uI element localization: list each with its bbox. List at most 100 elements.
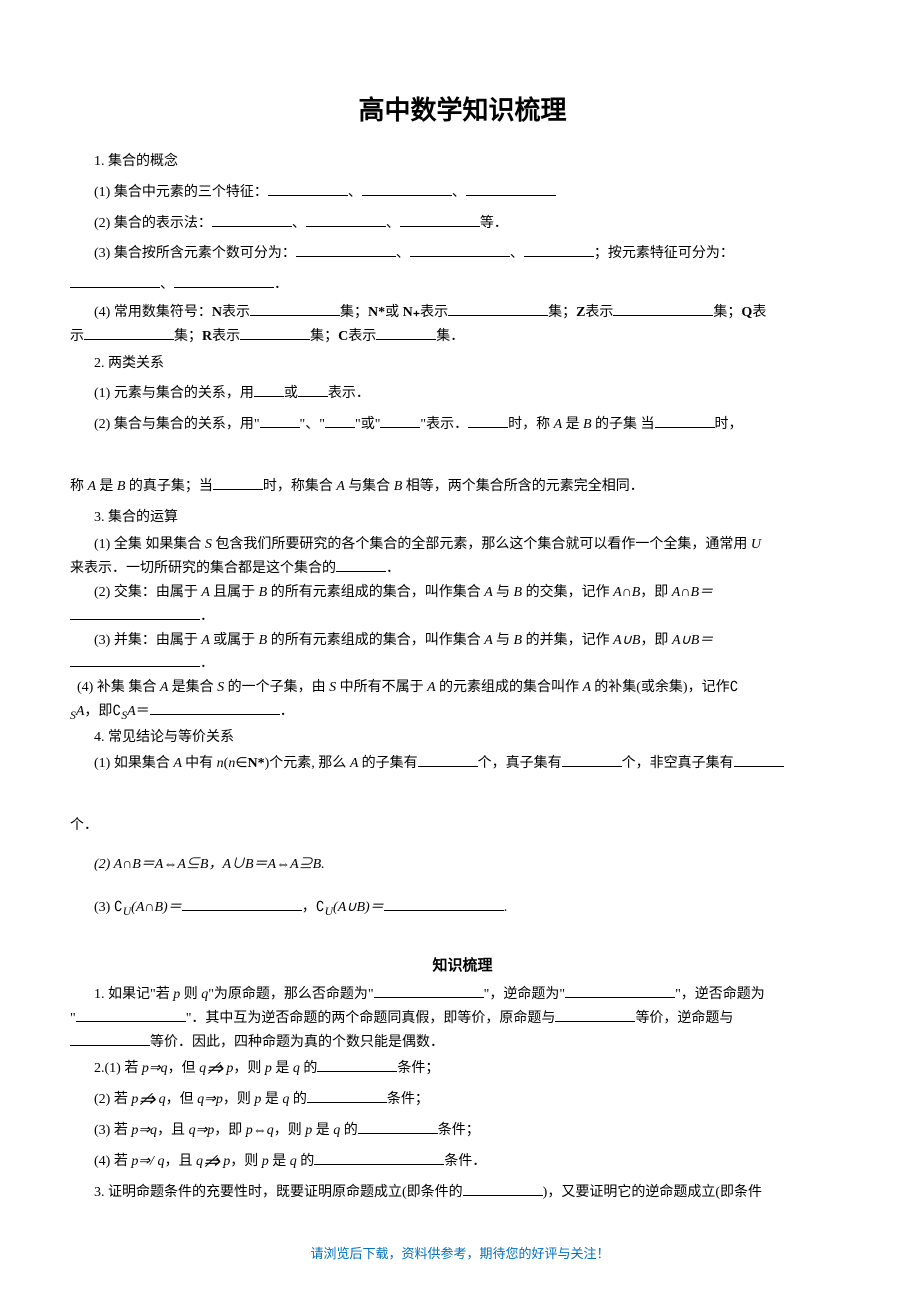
text: ，且 [164, 1154, 192, 1169]
blank [174, 274, 274, 288]
text: B [579, 417, 595, 432]
text: (A∩B)＝ [131, 900, 182, 915]
not-imply-icon: ⇒ [138, 1090, 155, 1110]
blank [463, 1182, 543, 1196]
blank [362, 182, 452, 196]
text: ，则 [233, 1061, 261, 1076]
text: A [198, 585, 213, 600]
text: U [325, 904, 333, 917]
text: p [220, 1154, 231, 1169]
p2-item3: 3. 证明命题条件的充要性时，既要证明原命题成立(即条件的)，又要证明它的逆命题… [94, 1178, 855, 1209]
sec3-item2: (2) 交集：由属于 A 且属于 B 的所有元素组成的集合，叫作集合 A 与 B… [70, 581, 855, 629]
text: 条件； [397, 1061, 439, 1076]
text: A [346, 756, 361, 771]
sec1-heading: 1. 集合的概念 [94, 147, 855, 178]
text: S [214, 680, 228, 695]
text: (2) 集合与集合的关系，用" [94, 417, 260, 432]
blank [358, 1120, 438, 1134]
text: R [202, 329, 212, 344]
sec3-item3: (3) 并集：由属于 A 或属于 B 的所有元素组成的集合，叫作集合 A 与 B… [70, 629, 855, 677]
p2-item2c: (3) 若 p⇒q，且 q⇒p，即 p⇔q，则 p 是 q 的条件； [94, 1116, 855, 1147]
text: ，则 [274, 1123, 302, 1138]
blank [70, 274, 160, 288]
text: q⇒p [185, 1123, 214, 1138]
text: 1. 如果记"若 [94, 987, 170, 1002]
text: (1) 如果集合 [94, 756, 170, 771]
text: "．其中互为逆否命题的两个命题同真假，即等价，原命题与 [186, 1011, 556, 1026]
text: A [333, 479, 348, 494]
text: 或属于 [213, 633, 255, 648]
blank [70, 653, 200, 667]
blank [240, 326, 310, 340]
blank [254, 383, 284, 397]
text: 或 [284, 386, 298, 401]
sec4-item2: (2) A∩B＝A⇔A⊆B，A∪B＝A⇔A⊇B. [94, 850, 855, 881]
text: 与 [496, 585, 510, 600]
blank [468, 414, 508, 428]
blank [317, 1058, 397, 1072]
text: (3) 若 [94, 1123, 128, 1138]
text: ． [200, 656, 214, 671]
text: ，但 [168, 1061, 196, 1076]
text: 个． [70, 818, 98, 833]
blank [76, 1008, 186, 1022]
text: B [255, 633, 271, 648]
sec4-heading: 4. 常见结论与等价关系 [94, 726, 855, 750]
text: q [192, 1154, 203, 1169]
text: 的子集有 [362, 756, 418, 771]
text: 集； [310, 329, 338, 344]
text: ，且 [157, 1123, 185, 1138]
text: 中所有不属于 [340, 680, 424, 695]
text: A∪B＝ [668, 633, 713, 648]
text: 时，称集合 [263, 479, 333, 494]
text: )个元素, 那么 [265, 756, 347, 771]
text: (4) 常用数集符号： [94, 305, 212, 320]
text: U [123, 904, 131, 917]
text: 中有 [185, 756, 213, 771]
text: (3) 集合按所含元素个数可分为： [94, 246, 296, 261]
text: 且属于 [213, 585, 255, 600]
blank [384, 897, 504, 911]
text: 的元素组成的集合叫作 [439, 680, 579, 695]
text: 集； [174, 329, 202, 344]
text: A∪B [610, 633, 641, 648]
sec1-item4: (4) 常用数集符号：N表示集；N*或 N₊表示集；Z表示集；Q表 示集；R表示… [70, 301, 855, 349]
blank [418, 753, 478, 767]
text: q [286, 1154, 300, 1169]
text: p [258, 1154, 272, 1169]
text: 时， [715, 417, 743, 432]
text: B [510, 585, 526, 600]
text: 2.(1) 若 [94, 1061, 138, 1076]
text: ∈ [235, 756, 247, 771]
text: q [330, 1123, 344, 1138]
text: (1) 集合中元素的三个特征： [94, 185, 268, 200]
not-imply-icon: ⇒ [206, 1059, 223, 1079]
text: 个，真子集有 [478, 756, 562, 771]
text: 表示 [348, 329, 376, 344]
blank [307, 1089, 387, 1103]
blank [655, 414, 715, 428]
text: q [196, 1061, 207, 1076]
text: "，逆否命题为 [675, 987, 765, 1002]
text: (2) 交集：由属于 [94, 585, 198, 600]
text: (2) 若 [94, 1092, 128, 1107]
text: C [338, 329, 348, 344]
text: A [424, 680, 439, 695]
text: U [747, 537, 761, 552]
text: ． [386, 561, 400, 576]
blank [565, 984, 675, 998]
text: q [198, 987, 209, 1002]
blank [410, 243, 510, 257]
text: n [213, 756, 224, 771]
blank [336, 558, 386, 572]
blank [376, 326, 436, 340]
text: 条件； [387, 1092, 429, 1107]
text: 条件； [438, 1123, 480, 1138]
text: A [84, 479, 99, 494]
text: 集； [713, 305, 741, 320]
text: 是 [565, 417, 579, 432]
text: B [510, 633, 526, 648]
blank [374, 984, 484, 998]
text: 个，非空真子集有 [622, 756, 734, 771]
text: p [128, 1092, 139, 1107]
